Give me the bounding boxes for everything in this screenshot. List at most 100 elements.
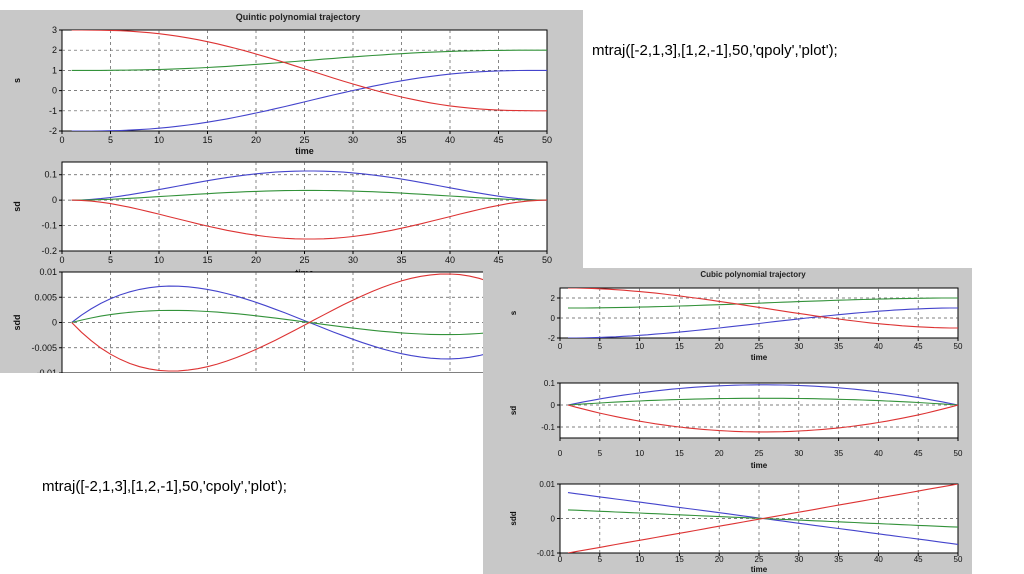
y-tick-label: -0.01 <box>537 549 556 558</box>
x-axis-label: time <box>751 565 768 574</box>
chart-title: Cubic polynomial trajectory <box>700 270 806 279</box>
x-tick-label: 30 <box>794 555 803 564</box>
x-tick-label: 50 <box>954 555 963 564</box>
y-tick-label: -1 <box>49 106 57 116</box>
y-tick-label: -0.1 <box>541 423 555 432</box>
y-axis-label: sd <box>509 406 518 415</box>
y-axis-label: s <box>12 78 22 83</box>
x-tick-label: 0 <box>59 255 64 265</box>
series-1-line <box>71 170 547 201</box>
series-3-line <box>567 404 958 433</box>
x-tick-label: 35 <box>396 255 406 265</box>
x-tick-label: 45 <box>914 555 923 564</box>
x-tick-label: 25 <box>299 135 309 145</box>
series-group <box>71 30 547 131</box>
x-tick-label: 35 <box>834 449 843 458</box>
x-tick-label: 5 <box>108 135 113 145</box>
x-tick-label: 35 <box>834 342 843 351</box>
y-tick-label: 0 <box>551 515 556 524</box>
x-tick-label: 30 <box>794 449 803 458</box>
x-tick-label: 10 <box>154 255 164 265</box>
x-tick-label: 45 <box>493 135 503 145</box>
x-tick-label: 30 <box>794 342 803 351</box>
x-tick-label: 25 <box>755 342 764 351</box>
x-tick-label: 10 <box>635 449 644 458</box>
x-tick-label: 15 <box>202 255 212 265</box>
x-tick-label: 45 <box>914 449 923 458</box>
plot-area <box>559 382 959 439</box>
x-tick-label: 40 <box>445 135 455 145</box>
y-axis-label: sdd <box>509 511 518 525</box>
series-group <box>71 170 547 240</box>
series-2-line <box>71 189 547 201</box>
series-group <box>71 273 547 372</box>
series-3-line <box>71 199 547 240</box>
y-tick-label: 0.005 <box>34 292 57 302</box>
x-tick-label: 5 <box>108 255 113 265</box>
x-tick-label: 5 <box>598 449 603 458</box>
y-tick-label: 0.01 <box>39 267 57 277</box>
x-tick-label: 30 <box>348 255 358 265</box>
series-3-line <box>71 30 547 112</box>
series-3-line <box>567 484 958 553</box>
x-axis-label: time <box>751 353 768 362</box>
x-tick-label: 15 <box>675 449 684 458</box>
y-tick-label: 0.01 <box>539 480 555 489</box>
x-tick-label: 10 <box>635 342 644 351</box>
series-2-line <box>71 49 547 71</box>
x-tick-label: 20 <box>715 342 724 351</box>
x-tick-label: 25 <box>299 255 309 265</box>
series-group <box>567 384 958 433</box>
x-tick-label: 15 <box>675 342 684 351</box>
series-1-line <box>71 69 547 131</box>
y-tick-label: 0 <box>52 318 57 328</box>
x-tick-label: 15 <box>202 135 212 145</box>
x-tick-label: 40 <box>874 555 883 564</box>
x-tick-label: 45 <box>914 342 923 351</box>
chart-title: Quintic polynomial trajectory <box>236 12 361 22</box>
series-1-line <box>567 384 958 406</box>
x-tick-label: 50 <box>954 342 963 351</box>
series-group <box>567 484 958 553</box>
x-tick-label: 0 <box>558 449 563 458</box>
series-group <box>568 288 958 338</box>
x-tick-label: 20 <box>251 135 261 145</box>
x-tick-label: 25 <box>755 449 764 458</box>
x-tick-label: 35 <box>834 555 843 564</box>
x-tick-label: 50 <box>954 449 963 458</box>
y-tick-label: 0 <box>52 195 57 205</box>
x-tick-label: 0 <box>59 135 64 145</box>
y-tick-label: -0.2 <box>41 246 57 256</box>
y-tick-label: -0.01 <box>36 368 57 373</box>
series-1-line <box>568 307 958 338</box>
y-tick-label: 2 <box>52 45 57 55</box>
y-tick-label: 0 <box>551 314 556 323</box>
x-tick-label: 30 <box>348 135 358 145</box>
y-tick-label: 2 <box>551 294 556 303</box>
x-tick-label: 25 <box>755 555 764 564</box>
series-2-line <box>567 397 958 406</box>
y-tick-label: 3 <box>52 25 57 35</box>
quintic-trajectory-figure: Quintic polynomial trajectory -2 -1 0 1 2 3 0 5 1… <box>0 10 583 373</box>
y-tick-label: -0.1 <box>41 221 57 231</box>
y-tick-label: 0.1 <box>44 170 57 180</box>
qpoly-command-text: mtraj([-2,1,3],[1,2,-1],50,'qpoly','plot… <box>592 42 838 59</box>
x-tick-label: 0 <box>558 342 563 351</box>
x-tick-label: 15 <box>675 555 684 564</box>
series-2-line <box>568 297 958 309</box>
y-axis-label: sd <box>12 201 22 212</box>
x-tick-label: 20 <box>715 449 724 458</box>
y-tick-label: 0.1 <box>544 379 556 388</box>
x-tick-label: 5 <box>598 555 603 564</box>
y-axis-label: s <box>509 310 518 315</box>
x-tick-label: 20 <box>715 555 724 564</box>
x-tick-label: 5 <box>598 342 603 351</box>
y-tick-label: 0 <box>52 86 57 96</box>
y-tick-label: 0 <box>551 401 556 410</box>
x-tick-label: 40 <box>445 255 455 265</box>
x-tick-label: 0 <box>558 555 563 564</box>
x-tick-label: 10 <box>154 135 164 145</box>
y-axis-label: sdd <box>12 314 22 330</box>
